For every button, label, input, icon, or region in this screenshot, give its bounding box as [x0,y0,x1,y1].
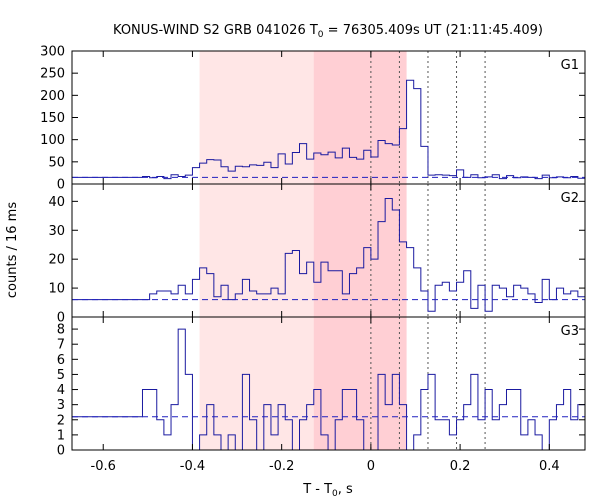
y-tick-label: 6 [57,353,65,368]
y-tick-label: 8 [57,323,65,338]
x-tick-label: -0.4 [180,459,205,474]
y-tick-label: 0 [57,444,65,459]
shaded-region-dark [313,51,407,184]
shaded-region-dark [313,184,407,317]
y-tick-label: 300 [40,45,65,60]
title-prefix: KONUS-WIND S2 GRB 041026 T [113,23,318,38]
y-tick-label: 3 [57,398,65,413]
y-tick-label: 150 [40,111,65,126]
y-tick-label: 100 [40,133,65,148]
xlabel-prefix: T - T [302,482,332,497]
chart-title: KONUS-WIND S2 GRB 041026 T0 = 76305.409s… [113,23,543,40]
y-tick-label: 1 [57,428,65,443]
y-tick-label: 2 [57,413,65,428]
title-subscript: 0 [318,30,324,40]
y-tick-label: 40 [48,195,65,210]
panel-label: G3 [561,324,579,339]
y-tick-label: 7 [57,338,65,353]
x-tick-label: -0.2 [269,459,294,474]
y-tick-label: 0 [57,311,65,326]
y-tick-label: 10 [48,282,65,297]
panel-frame [71,316,586,451]
y-tick-label: 4 [57,383,65,398]
panel-label: G1 [561,58,579,73]
histogram-series-g2 [72,197,585,312]
x-tick-label: 0.4 [539,459,560,474]
y-tick-label: 200 [40,89,65,104]
panel-g2: 0 10 20 30 40 G2 [48,183,586,326]
y-tick-label: 0 [57,178,65,193]
x-tick-label: 0 [367,459,375,474]
x-tick-label: -0.6 [91,459,116,474]
x-axis-label: T - T0, s [302,482,353,499]
xlabel-subscript: 0 [332,489,338,499]
xlabel-suffix: , s [338,482,353,497]
y-tick-label: 20 [48,253,65,268]
histogram-series-g1 [72,79,585,180]
shaded-region-dark [313,317,407,450]
panel-label: G2 [561,191,579,206]
histogram-series-g3 [72,328,585,451]
y-tick-label: 5 [57,368,65,383]
panel-g1: 0 50 100 150 200 250 300 G1 [40,45,586,193]
y-axis-label: counts / 16 ms [5,202,20,298]
y-tick-label: 30 [48,224,65,239]
title-suffix: = 76305.409s UT (21:11:45.409) [324,23,543,38]
y-tick-label: 50 [48,155,65,170]
x-tick-label: 0.2 [450,459,471,474]
y-tick-label: 250 [40,67,65,82]
